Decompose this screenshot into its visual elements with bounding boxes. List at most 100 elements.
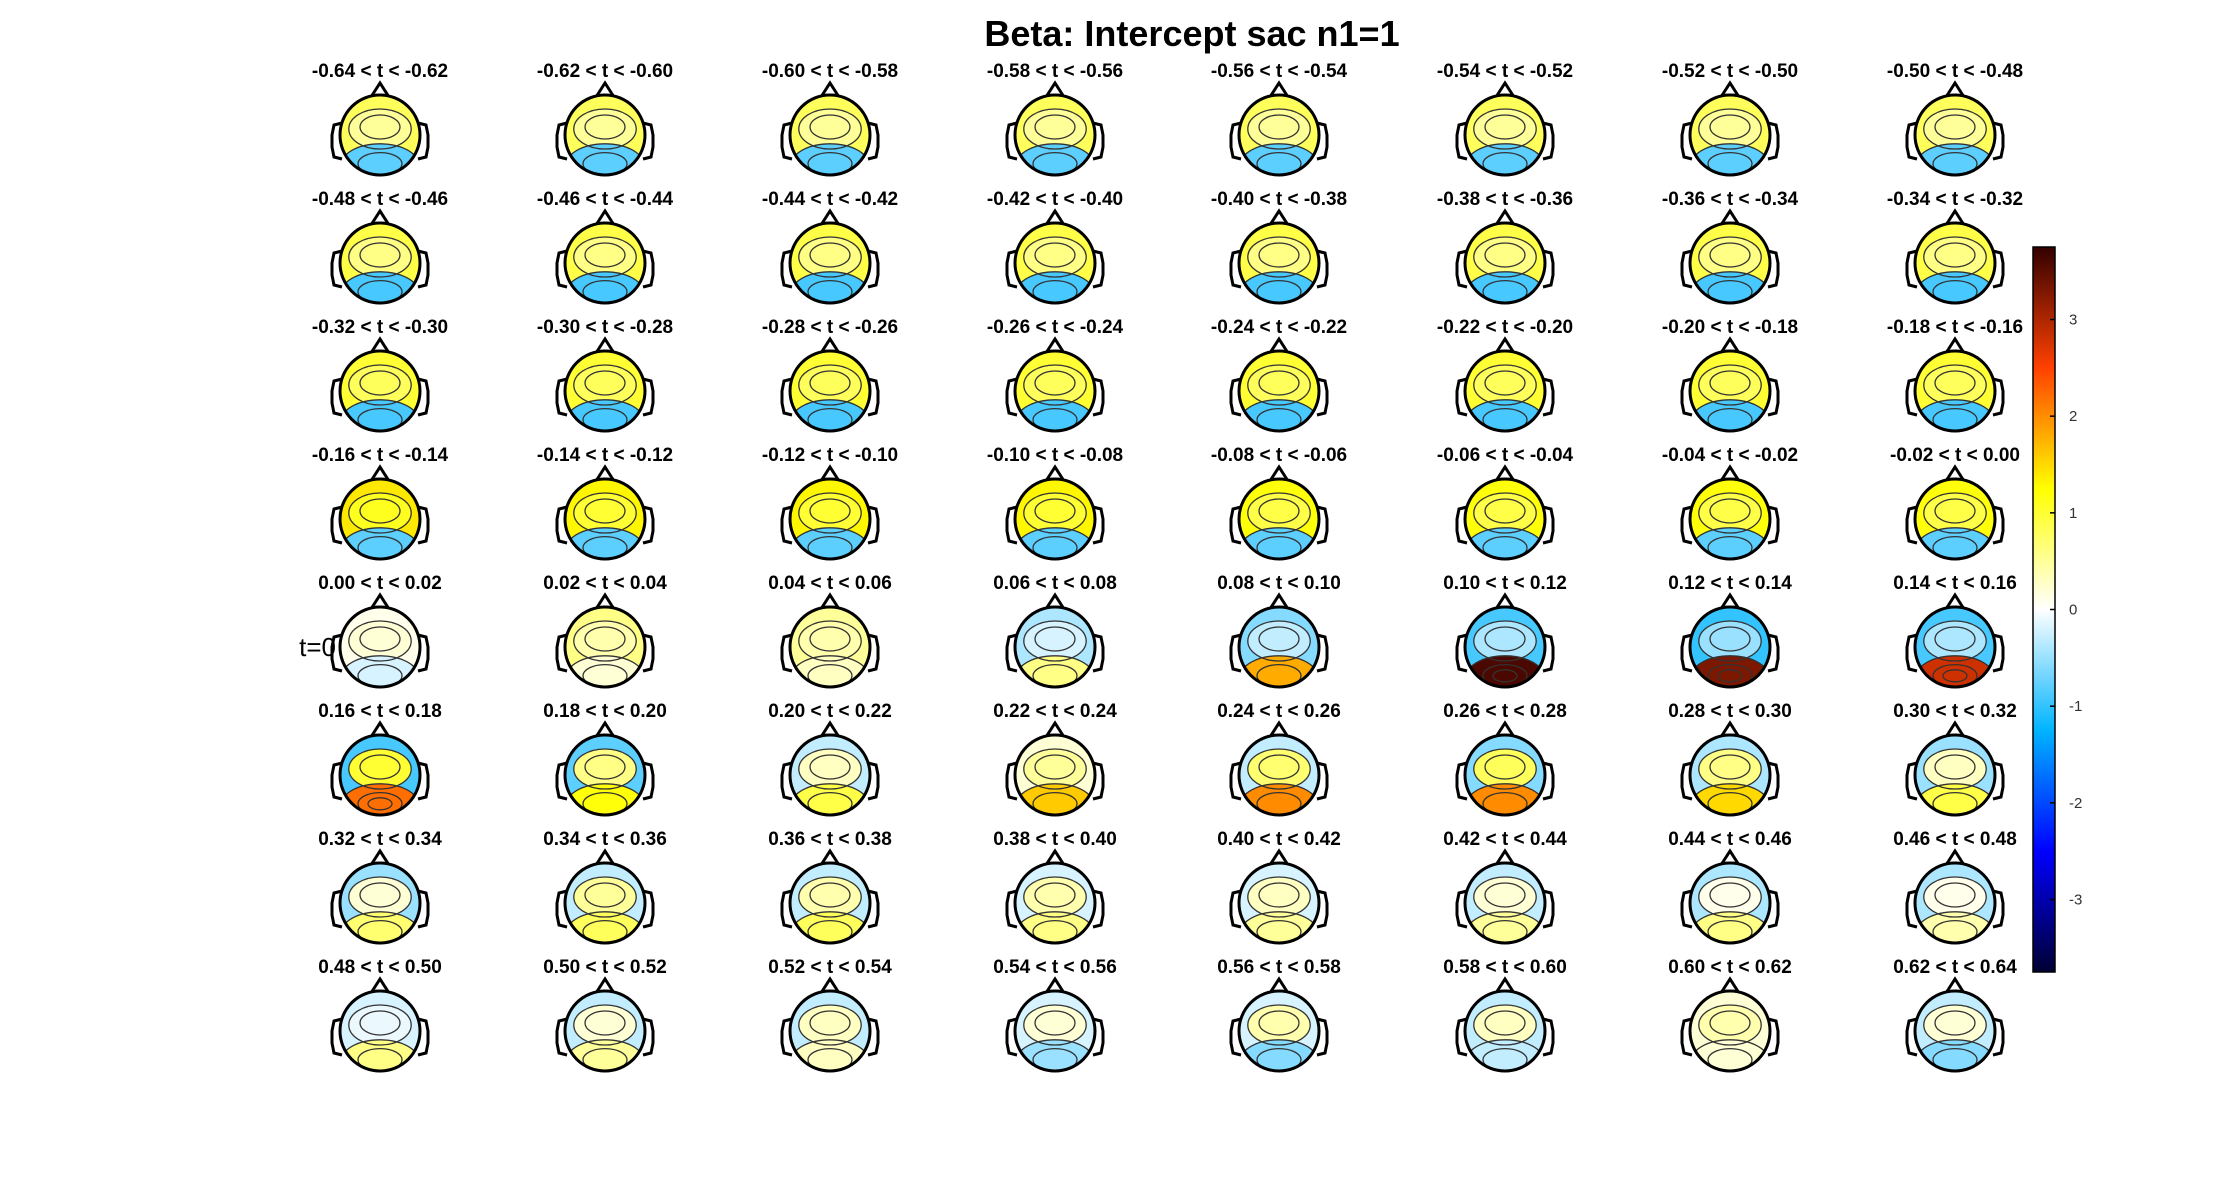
panel-title: 0.48 < t < 0.50 bbox=[318, 957, 442, 978]
nose bbox=[369, 464, 391, 482]
topoplot-panel: 0.58 < t < 0.60 bbox=[1443, 957, 1567, 1073]
left-ear bbox=[1005, 505, 1018, 545]
left-ear bbox=[780, 505, 793, 545]
panel-title: 0.46 < t < 0.48 bbox=[1893, 829, 2017, 850]
right-ear bbox=[1767, 505, 1780, 545]
right-ear bbox=[1767, 1017, 1780, 1057]
topoplot-panel: 0.12 < t < 0.14 bbox=[1668, 573, 1792, 689]
panel-title: -0.20 < t < -0.18 bbox=[1662, 317, 1798, 338]
right-ear bbox=[1316, 761, 1329, 801]
contour-line bbox=[1034, 114, 1076, 140]
right-ear bbox=[1542, 761, 1555, 801]
head-outline bbox=[1913, 349, 1997, 433]
contour-line bbox=[1473, 876, 1537, 918]
head-outline bbox=[1237, 861, 1321, 945]
head-outline bbox=[1013, 605, 1097, 689]
contour-line bbox=[359, 498, 401, 524]
contour-line bbox=[584, 242, 626, 268]
panel-title: 0.50 < t < 0.52 bbox=[543, 957, 667, 978]
head-outline bbox=[1463, 477, 1547, 561]
contour-line bbox=[1923, 236, 1987, 278]
panel-title: 0.02 < t < 0.04 bbox=[543, 573, 667, 594]
right-ear bbox=[1092, 889, 1105, 929]
contour-line bbox=[1247, 236, 1311, 278]
contour-line bbox=[1484, 370, 1526, 396]
nose bbox=[1719, 592, 1741, 610]
topoplot-panel: -0.04 < t < -0.02 bbox=[1662, 445, 1798, 561]
colorbar-tick-label: -1 bbox=[2069, 698, 2082, 715]
panel-title: -0.64 < t < -0.62 bbox=[312, 61, 448, 82]
head-outline bbox=[1463, 221, 1547, 305]
panel-title: 0.14 < t < 0.16 bbox=[1893, 573, 2017, 594]
panel-title: 0.24 < t < 0.26 bbox=[1217, 701, 1341, 722]
head-outline bbox=[1013, 221, 1097, 305]
head-outline bbox=[1013, 861, 1097, 945]
topoplot-panel: 0.42 < t < 0.44 bbox=[1443, 829, 1567, 945]
colorbar-tick-label: -3 bbox=[2069, 892, 2082, 909]
contour-line bbox=[1923, 364, 1987, 406]
topoplot-panel: 0.38 < t < 0.40 bbox=[993, 829, 1117, 945]
right-ear bbox=[1092, 633, 1105, 673]
nose bbox=[819, 720, 841, 738]
topoplot-panel: 0.28 < t < 0.30 bbox=[1668, 701, 1792, 817]
head-outline bbox=[1688, 349, 1772, 433]
topoplot-grid: -0.64 < t < -0.62 -0.62 < t < -0.60 -0.60 … bbox=[299, 61, 2023, 1073]
contour-line bbox=[1934, 754, 1976, 780]
panel-title: 0.58 < t < 0.60 bbox=[1443, 957, 1567, 978]
panel-title: 0.36 < t < 0.38 bbox=[768, 829, 892, 850]
nose bbox=[594, 80, 616, 98]
right-ear bbox=[867, 761, 880, 801]
nose bbox=[594, 848, 616, 866]
topoplot-panel: -0.12 < t < -0.10 bbox=[762, 445, 898, 561]
head-outline bbox=[1463, 989, 1547, 1073]
topoplot-panel: -0.38 < t < -0.36 bbox=[1437, 189, 1573, 305]
topoplot-panel: 0.20 < t < 0.22 bbox=[768, 701, 892, 817]
left-ear bbox=[1680, 121, 1693, 161]
left-ear bbox=[1905, 121, 1918, 161]
contour-line bbox=[348, 876, 412, 918]
right-ear bbox=[867, 633, 880, 673]
contour-line bbox=[1023, 876, 1087, 918]
topoplot-panel: -0.34 < t < -0.32 bbox=[1887, 189, 2023, 305]
left-ear bbox=[780, 249, 793, 289]
left-ear bbox=[1455, 377, 1468, 417]
head-outline bbox=[563, 477, 647, 561]
contour-line bbox=[1034, 626, 1076, 652]
head-outline bbox=[1913, 221, 1997, 305]
contour-line bbox=[807, 151, 853, 175]
contour-line bbox=[1698, 364, 1762, 406]
contour-line bbox=[584, 498, 626, 524]
colorbar: 3 2 1 0 -1 -2 -3 bbox=[2032, 246, 2082, 973]
right-ear bbox=[1767, 633, 1780, 673]
contour-line bbox=[1934, 1010, 1976, 1036]
nose bbox=[1719, 848, 1741, 866]
right-ear bbox=[1092, 121, 1105, 161]
panel-title: -0.12 < t < -0.10 bbox=[762, 445, 898, 466]
head-outline bbox=[1237, 221, 1321, 305]
right-ear bbox=[642, 121, 655, 161]
head-outline bbox=[1688, 989, 1772, 1073]
contour-line bbox=[1934, 498, 1976, 524]
panel-title: -0.58 < t < -0.56 bbox=[987, 61, 1123, 82]
head-outline bbox=[1013, 93, 1097, 177]
head-outline bbox=[338, 733, 422, 817]
contour-line bbox=[1923, 876, 1987, 918]
right-ear bbox=[1992, 377, 2005, 417]
topoplot-panel: -0.22 < t < -0.20 bbox=[1437, 317, 1573, 433]
contour-line bbox=[1707, 151, 1753, 175]
contour-line bbox=[1247, 364, 1311, 406]
head-outline bbox=[1237, 93, 1321, 177]
head-outline bbox=[788, 349, 872, 433]
colorbar-tick-label: 1 bbox=[2069, 505, 2077, 522]
head-outline bbox=[1013, 349, 1097, 433]
contour-line bbox=[1698, 492, 1762, 534]
nose bbox=[594, 336, 616, 354]
nose bbox=[594, 720, 616, 738]
head-outline bbox=[1913, 989, 1997, 1073]
nose bbox=[1944, 336, 1966, 354]
right-ear bbox=[417, 377, 430, 417]
right-ear bbox=[642, 761, 655, 801]
nose bbox=[1494, 208, 1516, 226]
panel-title: -0.18 < t < -0.16 bbox=[1887, 317, 2023, 338]
left-ear bbox=[1229, 249, 1242, 289]
